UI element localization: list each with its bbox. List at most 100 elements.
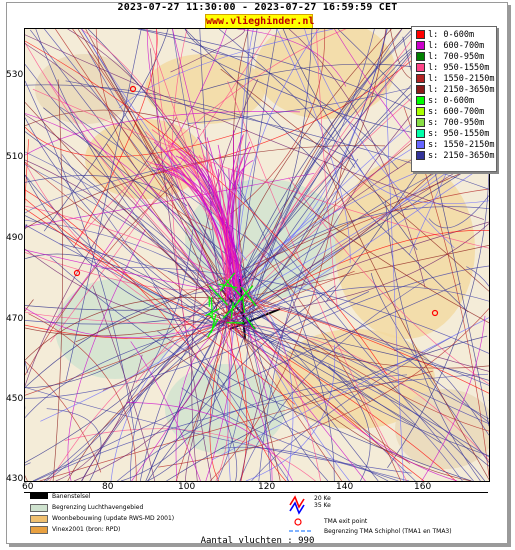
legend-item: s: 700-950m [416, 118, 484, 129]
departure-track [210, 313, 217, 333]
legend-swatch [416, 63, 425, 72]
flight-track [25, 208, 296, 405]
approach-track [171, 142, 244, 297]
legend-item: s: 1550-2150m [416, 140, 495, 151]
flight-track [293, 195, 489, 324]
legend-swatch [416, 41, 425, 50]
approach-track [155, 163, 241, 290]
flight-track [394, 348, 489, 436]
y-tick-label: 450 [6, 394, 24, 404]
flight-track [209, 156, 344, 481]
land-use-area [35, 54, 135, 124]
tma-border-icon [289, 530, 311, 532]
flight-track [120, 308, 253, 481]
legend-item: l: 950-1550m [416, 63, 489, 74]
flight-track [118, 29, 334, 109]
x-tick-label: 60 [22, 482, 34, 492]
legend-swatch [416, 107, 425, 116]
flight-track [282, 29, 418, 251]
tma-exit-point [129, 85, 137, 93]
flight-track [387, 142, 489, 469]
flight-track [184, 29, 255, 58]
flight-track [220, 312, 472, 481]
flight-track [223, 188, 489, 299]
tma-exit-label: TMA exit point [324, 518, 368, 525]
flight-track [25, 183, 175, 376]
approach-track [238, 147, 252, 308]
vinex-swatch [30, 526, 48, 534]
flight-track [25, 205, 246, 290]
flight-track [245, 162, 489, 326]
flight-track [158, 308, 489, 468]
flight-track [250, 245, 489, 297]
flight-track [43, 293, 251, 481]
flight-track [95, 29, 213, 231]
flight-track [25, 292, 220, 389]
legend-swatch [416, 129, 425, 138]
y-tick-label: 490 [6, 233, 24, 243]
flight-track [268, 265, 489, 344]
flight-track [25, 175, 188, 207]
y-tick-label: 530 [6, 70, 24, 80]
flight-track [46, 408, 102, 481]
flight-track [25, 360, 102, 473]
flight-track [25, 151, 217, 295]
map-key-label: Woonbebouwing (update RWS-MD 2001) [52, 515, 175, 522]
departure-track [208, 312, 216, 323]
flight-track [428, 195, 489, 229]
flight-track [25, 159, 218, 307]
flight-track [25, 64, 442, 444]
flight-track [208, 29, 249, 433]
flight-track [421, 315, 486, 481]
flight-track [25, 297, 241, 361]
flight-track [101, 267, 489, 354]
y-tick-label: 470 [6, 314, 24, 324]
flight-track [76, 29, 346, 241]
flight-track [216, 312, 489, 458]
flight-track [25, 287, 233, 388]
approach-track [158, 167, 238, 302]
flight-track [77, 29, 223, 285]
flight-track [328, 365, 371, 481]
flight-track [25, 117, 289, 366]
x-tick-label: 160 [414, 482, 432, 492]
flight-track [39, 370, 433, 481]
flight-track [251, 319, 329, 481]
site-link[interactable]: www.vlieghinder.nl [205, 14, 315, 29]
approach-track [217, 144, 242, 302]
flight-track [25, 139, 30, 393]
flight-track [25, 34, 485, 220]
flight-track [55, 29, 239, 301]
departure-track [237, 285, 254, 303]
altitude-legend: l: 0-600m l: 600-700m l: 700-950m l: 950… [411, 26, 497, 172]
flight-track [28, 313, 137, 481]
legend-item: l: 700-950m [416, 52, 484, 63]
x-tick-label: 120 [258, 482, 276, 492]
flight-track [304, 29, 455, 249]
flight-track [73, 29, 158, 248]
flight-track [153, 285, 238, 481]
flight-track [25, 84, 356, 162]
map-key-label: Banenstelsel [52, 493, 91, 500]
flight-track [248, 29, 438, 329]
map-canvas [25, 29, 489, 481]
flight-track [25, 249, 220, 293]
flight-track [166, 335, 488, 481]
legend-swatch [416, 52, 425, 61]
map-key: Banenstelsel Begrenzing Luchthavengebied… [24, 492, 488, 537]
flight-track [236, 301, 350, 481]
flight-track [235, 291, 489, 372]
flight-track [64, 428, 316, 481]
flight-track [32, 283, 461, 481]
flight-track [25, 172, 315, 227]
legend-item: l: 2150-3650m [416, 85, 495, 96]
flight-track [216, 316, 489, 381]
legend-swatch [416, 30, 425, 39]
flight-track [25, 164, 180, 214]
tma-exit-point [431, 309, 439, 317]
legend-swatch [416, 140, 425, 149]
flight-track [25, 161, 411, 464]
flight-track [52, 79, 63, 481]
flight-track [245, 29, 387, 313]
flight-track [72, 29, 218, 287]
